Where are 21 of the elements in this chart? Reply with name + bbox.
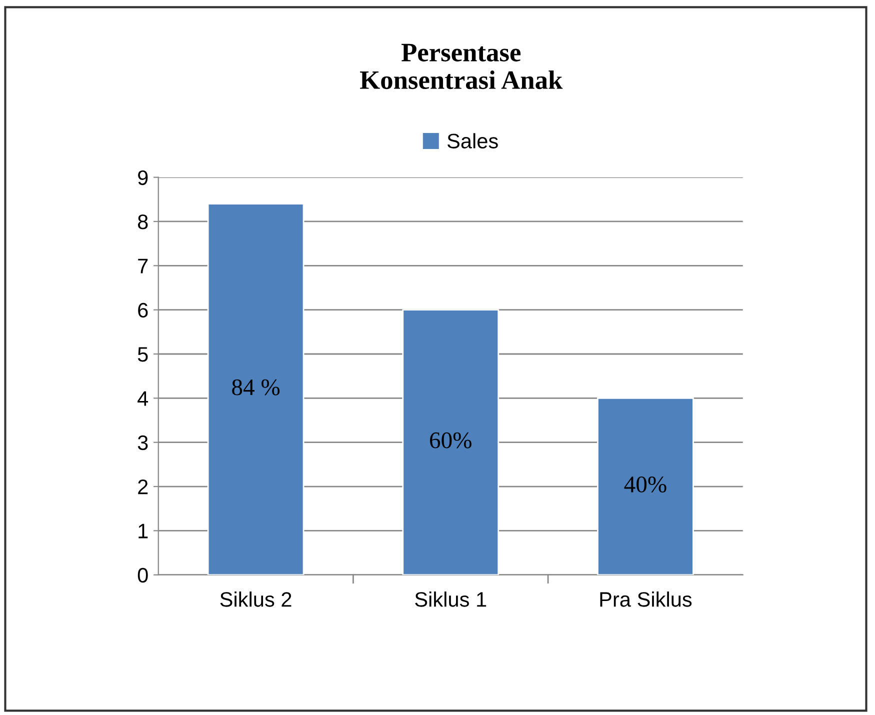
annotation: 60% <box>430 432 472 448</box>
y-tick-label: 6 <box>138 302 148 318</box>
annotation: 40% <box>624 476 666 493</box>
bar <box>597 397 694 575</box>
bar <box>402 309 500 575</box>
legend-label: Sales <box>447 133 498 148</box>
y-tick-label: 3 <box>138 435 148 450</box>
y-tick-label: 1 <box>138 524 148 538</box>
bar <box>207 203 304 575</box>
y-tick-label: 0 <box>138 568 148 583</box>
x-tick-label: Siklus 1 <box>415 592 486 607</box>
y-tick-label: 8 <box>138 214 148 230</box>
y-tick-label: 5 <box>138 347 148 362</box>
annotation: 84 % <box>232 379 280 396</box>
x-tick-label: Siklus 2 <box>220 592 292 607</box>
y-tick-label: 4 <box>138 391 148 406</box>
x-tick-label: Pra Siklus <box>600 592 692 607</box>
y-tick-label: 7 <box>138 258 148 274</box>
y-tick-label: 9 <box>138 170 148 186</box>
y-tick-label: 2 <box>138 480 148 494</box>
chart-title: Persentase Konsentrasi Anak <box>360 44 563 90</box>
